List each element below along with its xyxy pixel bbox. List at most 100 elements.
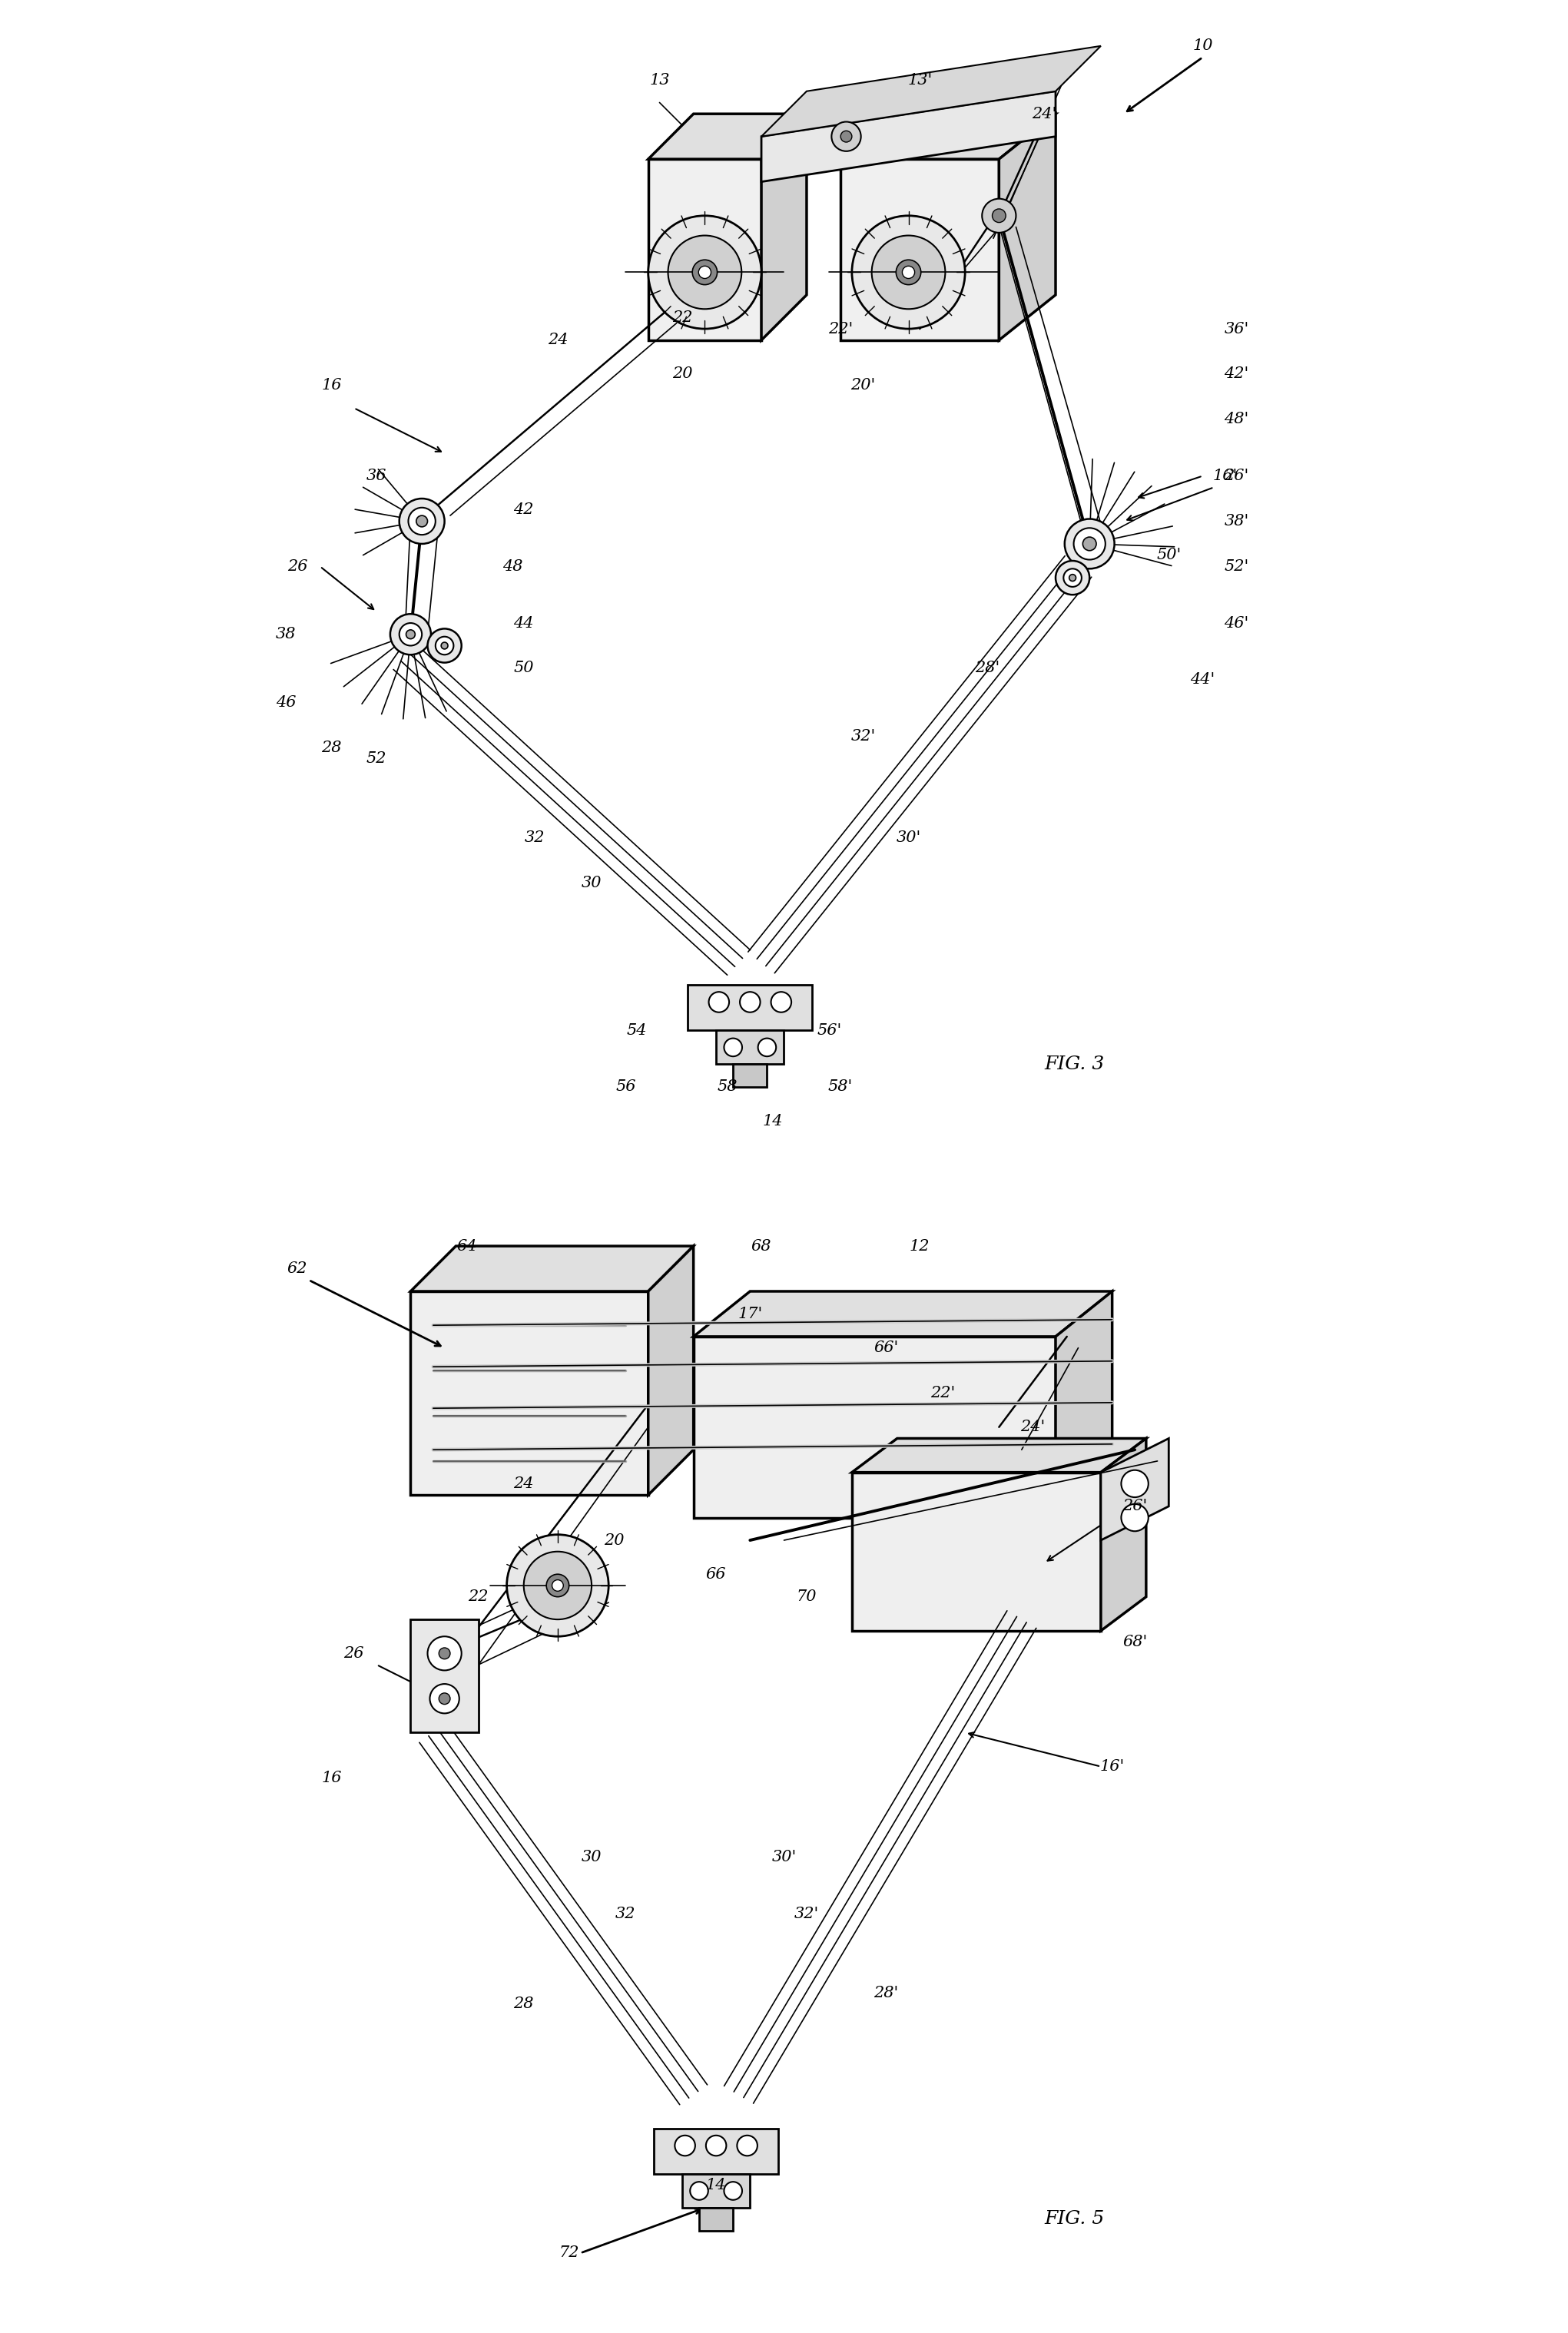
Text: 20': 20' [851, 378, 875, 392]
Circle shape [737, 2135, 757, 2156]
Circle shape [524, 1551, 591, 1619]
Text: 44: 44 [514, 616, 535, 630]
Circle shape [436, 637, 453, 656]
Polygon shape [648, 114, 806, 159]
Text: 26': 26' [1225, 469, 1250, 483]
Polygon shape [688, 985, 812, 1031]
Text: 16: 16 [321, 1771, 342, 1785]
Text: 16: 16 [321, 378, 342, 392]
Text: 22': 22' [930, 1386, 955, 1400]
Circle shape [757, 1038, 776, 1057]
Polygon shape [693, 1337, 1055, 1519]
Circle shape [1063, 569, 1082, 588]
Text: 70: 70 [797, 1589, 817, 1605]
Text: 32': 32' [795, 1906, 818, 1920]
Circle shape [406, 630, 416, 639]
Circle shape [690, 2181, 709, 2200]
Text: 66': 66' [873, 1341, 898, 1355]
Text: 28: 28 [514, 1997, 535, 2011]
Text: 24: 24 [547, 334, 568, 348]
Text: 12: 12 [909, 1239, 930, 1253]
Circle shape [546, 1575, 569, 1596]
Text: 58: 58 [717, 1080, 737, 1094]
Text: 26: 26 [343, 1647, 364, 1661]
Text: 14: 14 [706, 2179, 726, 2193]
Text: 20: 20 [673, 366, 693, 380]
Text: 72: 72 [558, 2247, 579, 2261]
Text: 32': 32' [851, 728, 875, 744]
Text: 36': 36' [1225, 322, 1250, 336]
Text: 42': 42' [1225, 366, 1250, 380]
Text: 52': 52' [1225, 560, 1250, 574]
Text: 48': 48' [1225, 413, 1250, 427]
Text: 36: 36 [367, 469, 387, 483]
Circle shape [740, 992, 760, 1013]
Text: 22: 22 [673, 310, 693, 324]
Circle shape [1074, 527, 1105, 560]
Circle shape [430, 1684, 459, 1712]
Circle shape [1065, 518, 1115, 569]
Circle shape [1121, 1470, 1148, 1498]
Circle shape [1055, 560, 1090, 595]
Polygon shape [411, 1246, 693, 1292]
Circle shape [771, 992, 792, 1013]
Text: 24: 24 [514, 1477, 535, 1491]
Circle shape [895, 259, 920, 285]
Circle shape [441, 642, 448, 649]
Text: 48: 48 [502, 560, 522, 574]
Circle shape [1069, 574, 1076, 581]
Text: 28: 28 [321, 740, 342, 756]
Text: 16': 16' [1099, 1759, 1124, 1773]
Circle shape [400, 623, 422, 646]
Text: 68': 68' [1123, 1635, 1148, 1649]
Text: 68: 68 [751, 1239, 771, 1253]
Circle shape [439, 1694, 450, 1705]
Text: 28': 28' [975, 660, 1000, 677]
Text: 13': 13' [908, 72, 933, 86]
Text: 30: 30 [582, 1850, 602, 1864]
Text: 44': 44' [1190, 672, 1215, 686]
Circle shape [1083, 537, 1096, 551]
Text: 38: 38 [276, 628, 296, 642]
Text: 13: 13 [649, 72, 670, 86]
Text: 64: 64 [456, 1239, 477, 1253]
Text: 46': 46' [1225, 616, 1250, 630]
Circle shape [706, 2135, 726, 2156]
Text: 38': 38' [1225, 513, 1250, 530]
Circle shape [408, 509, 436, 534]
Text: 17': 17' [737, 1306, 762, 1320]
Circle shape [674, 2135, 695, 2156]
Text: 66: 66 [706, 1568, 726, 1582]
Text: 58': 58' [828, 1080, 853, 1094]
Text: 24': 24' [1032, 107, 1057, 121]
Text: 24': 24' [1021, 1421, 1046, 1435]
Text: 30': 30' [895, 831, 920, 845]
Circle shape [668, 236, 742, 308]
Text: 26: 26 [287, 560, 307, 574]
Circle shape [648, 215, 762, 329]
Polygon shape [851, 1439, 1146, 1472]
Text: FIG. 5: FIG. 5 [1044, 2209, 1104, 2228]
Text: 32: 32 [525, 831, 546, 845]
Text: 52: 52 [367, 751, 387, 765]
Circle shape [699, 266, 710, 278]
Circle shape [709, 992, 729, 1013]
Text: 32: 32 [615, 1906, 635, 1920]
Circle shape [724, 2181, 742, 2200]
Circle shape [993, 210, 1005, 222]
Circle shape [428, 1635, 461, 1670]
Polygon shape [734, 1064, 767, 1087]
Text: 22: 22 [469, 1589, 489, 1605]
Text: 14: 14 [762, 1113, 782, 1129]
Circle shape [390, 614, 431, 656]
Text: 46: 46 [276, 695, 296, 709]
Text: 16': 16' [1214, 469, 1237, 483]
Polygon shape [699, 2207, 734, 2230]
Circle shape [439, 1647, 450, 1659]
Polygon shape [717, 1031, 784, 1064]
Text: 42: 42 [514, 502, 535, 518]
Circle shape [400, 499, 444, 544]
Polygon shape [682, 2174, 750, 2207]
Text: 20: 20 [604, 1533, 624, 1547]
Polygon shape [693, 1292, 1112, 1337]
